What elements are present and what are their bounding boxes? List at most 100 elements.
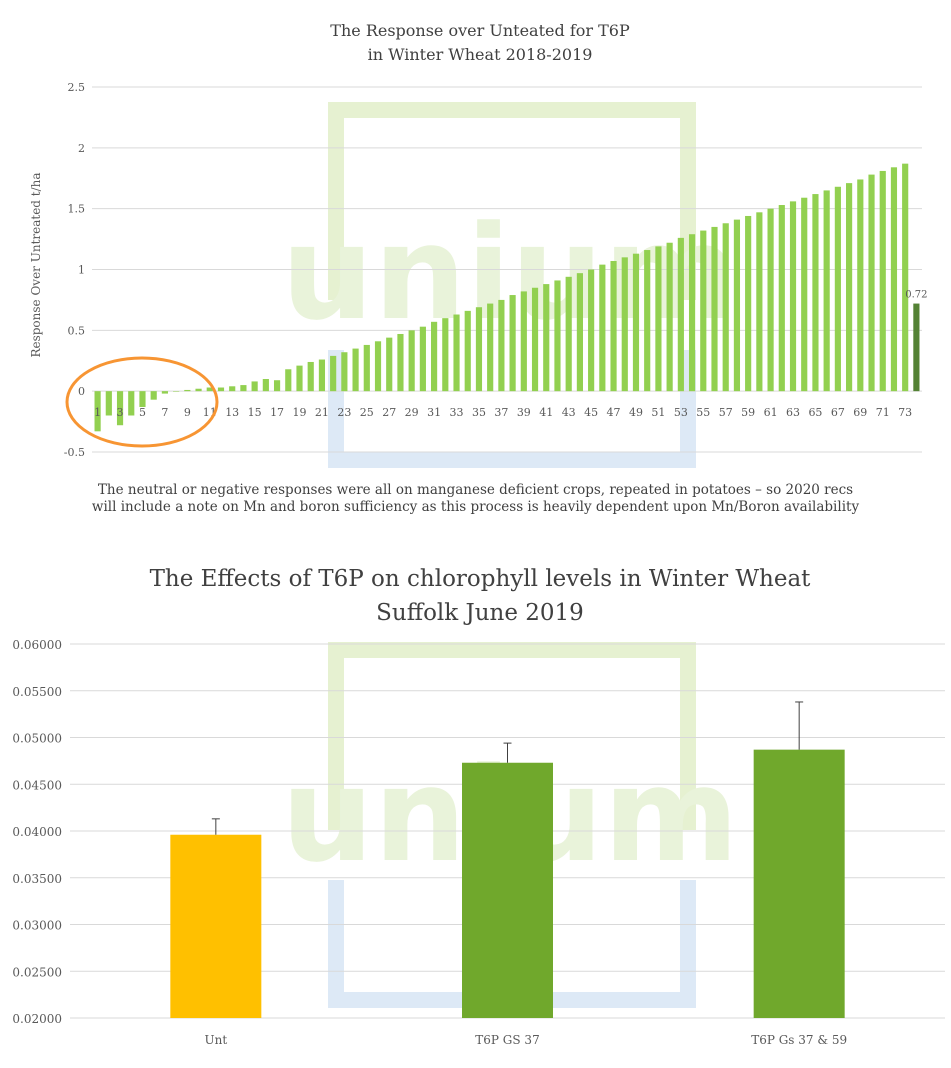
x-tick-label: T6P GS 37 <box>475 1033 539 1047</box>
chart-subtitle: Suffolk June 2019 <box>376 600 584 626</box>
highlight-ellipse <box>65 356 219 448</box>
data-labels: 0.72 <box>905 290 927 301</box>
bar <box>442 318 449 392</box>
bar <box>464 310 471 392</box>
bar <box>487 303 494 392</box>
bar <box>285 369 292 392</box>
bar <box>767 208 774 392</box>
bar <box>700 230 707 392</box>
x-tick-label: 69 <box>853 406 867 419</box>
x-tick-label: 55 <box>696 406 710 419</box>
bar <box>408 330 415 392</box>
x-tick-label: 53 <box>674 406 688 419</box>
x-tick-label: 5 <box>139 406 146 419</box>
y-tick-label: 0.04000 <box>12 825 62 839</box>
bar <box>666 242 673 392</box>
x-tick-label: T6P Gs 37 & 59 <box>751 1033 847 1047</box>
bars <box>94 163 920 432</box>
bar <box>139 391 146 407</box>
x-tick-label: 63 <box>786 406 800 419</box>
chart-subtitle: in Winter Wheat 2018-2019 <box>368 45 593 64</box>
caption-line-2: will include a note on Mn and boron suff… <box>91 499 860 515</box>
bar <box>341 352 348 392</box>
bar <box>632 253 640 392</box>
x-tick-label: 61 <box>764 406 778 419</box>
y-tick-label: 1 <box>78 264 85 277</box>
bar <box>834 186 841 392</box>
x-tick-label: 1 <box>94 406 101 419</box>
bar <box>352 348 359 392</box>
error-bar <box>211 818 220 835</box>
bar <box>554 280 561 392</box>
error-bars <box>211 701 804 835</box>
y-tick-label: 0 <box>78 385 85 398</box>
bar <box>902 163 909 392</box>
bar <box>778 205 785 392</box>
bar <box>812 194 819 392</box>
x-tick-label: 15 <box>248 406 262 419</box>
bar <box>217 387 225 392</box>
bar <box>576 273 583 392</box>
bar <box>94 391 101 432</box>
bar <box>753 749 845 1018</box>
bar <box>173 391 180 392</box>
bar <box>229 386 236 392</box>
x-tick-label: 3 <box>117 406 124 419</box>
y-tick-label: 0.02500 <box>12 965 62 979</box>
x-tick-label: 49 <box>629 406 643 419</box>
x-tick-label: 43 <box>562 406 576 419</box>
bar <box>688 234 696 392</box>
x-tick-label: 27 <box>382 406 396 419</box>
bar <box>161 391 168 394</box>
bar <box>711 226 718 392</box>
bar <box>150 391 157 400</box>
bar <box>386 337 393 392</box>
bar <box>823 190 830 392</box>
bar <box>453 314 460 392</box>
bar <box>240 385 247 392</box>
bar <box>419 326 426 392</box>
bar <box>890 167 898 392</box>
y-tick-label: 0.03500 <box>12 872 62 886</box>
response-chart: The Response over Unteated for T6P in Wi… <box>29 21 928 459</box>
bar <box>296 365 303 392</box>
x-tick-label: 31 <box>427 406 441 419</box>
x-tick-label: 71 <box>876 406 890 419</box>
x-tick-label: 41 <box>539 406 553 419</box>
x-tick-label: 47 <box>607 406 621 419</box>
x-axis-ticks: 1 3 5 7 9 11 13 15 17 19 21 23 25 27 29 31 33 35 37 39 41 43 4… <box>94 406 912 419</box>
x-tick-label: 59 <box>741 406 755 419</box>
x-tick-label: Unt <box>204 1033 227 1047</box>
bar <box>913 303 920 392</box>
x-tick-label: 57 <box>719 406 733 419</box>
bar <box>273 380 281 392</box>
bar <box>262 379 269 392</box>
bar <box>318 359 326 392</box>
bar <box>857 179 864 392</box>
x-tick-label: 19 <box>293 406 307 419</box>
bar <box>397 333 404 392</box>
bar <box>374 341 382 392</box>
bar <box>520 291 527 392</box>
bar <box>543 284 550 392</box>
x-tick-label: 23 <box>337 406 351 419</box>
bar <box>531 287 539 392</box>
x-tick-label: 29 <box>405 406 419 419</box>
x-tick-label: 7 <box>161 406 168 419</box>
bar <box>879 170 886 392</box>
x-tick-label: 17 <box>270 406 284 419</box>
y-tick-label: 0.05000 <box>12 732 62 746</box>
bar <box>195 388 202 392</box>
bar <box>655 246 662 392</box>
y-axis-ticks: 0.02000 0.02500 0.03000 0.03500 0.04000 0.045… <box>12 638 62 1026</box>
x-tick-label: 45 <box>584 406 598 419</box>
bar <box>644 250 651 392</box>
bar <box>789 201 797 392</box>
bar <box>184 389 191 392</box>
bar <box>722 223 729 392</box>
bar <box>116 391 124 426</box>
bar <box>128 391 135 416</box>
y-tick-label: 0.03000 <box>12 919 62 933</box>
y-tick-label: 1.5 <box>68 203 86 216</box>
chart-title: The Response over Unteated for T6P <box>330 21 630 40</box>
